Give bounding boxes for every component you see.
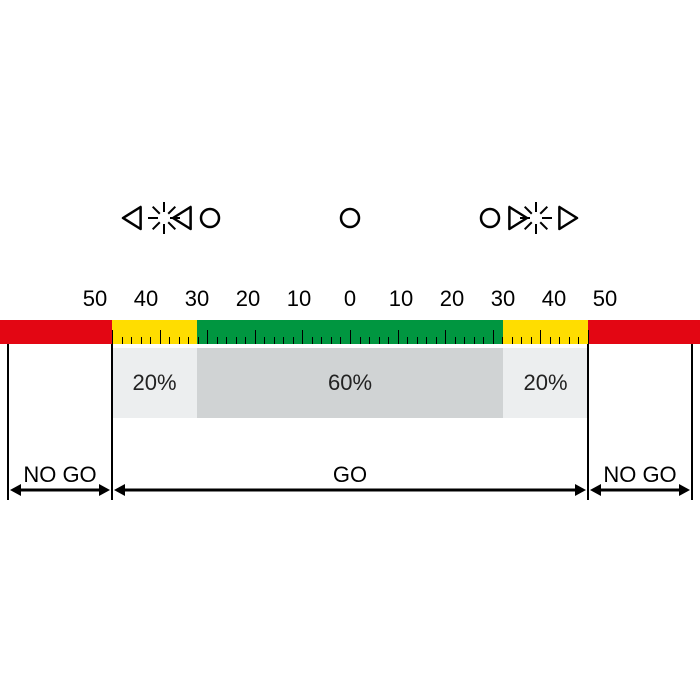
tolerance-scale-diagram: 50403020100102030405020%60%20%NO GOGONO … bbox=[0, 0, 700, 700]
indicator-symbol bbox=[0, 0, 700, 700]
